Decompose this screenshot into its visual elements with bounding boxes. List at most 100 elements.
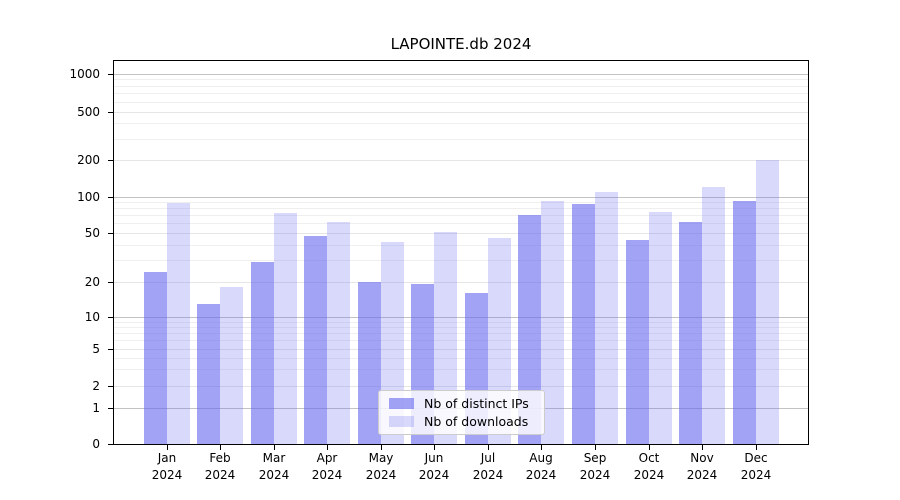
gridline-70 [114,215,808,216]
gridline-1000 [114,74,808,75]
gridline-400 [114,123,808,124]
x-tick-sep [595,445,596,450]
y-tick-1 [108,408,113,409]
bar-ips-feb [197,303,221,444]
y-tick-200 [108,160,113,161]
gridline-4 [114,358,808,359]
gridline-6 [114,340,808,341]
x-label-aug: Aug 2024 [525,451,557,482]
legend: Nb of distinct IPs Nb of downloads [378,390,545,435]
bar-downloads-feb [220,287,244,444]
gridline-800 [114,86,808,87]
gridline-7 [114,333,808,334]
y-label-50: 50 [84,226,100,240]
x-tick-may [381,445,382,450]
gridline-90 [114,202,808,203]
x-label-mar: Mar 2024 [258,451,290,482]
x-label-jan: Jan 2024 [151,451,183,482]
bar-ips-aug [518,215,542,444]
bar-downloads-jan [166,203,190,444]
bar-ips-apr [304,236,328,444]
gridline-200 [114,160,808,161]
gridline-900 [114,79,808,80]
y-label-0: 0 [92,437,100,451]
legend-label-downloads: Nb of downloads [424,414,529,429]
bar-ips-mar [250,261,274,444]
gridline-8 [114,327,808,328]
bar-downloads-nov [702,187,726,444]
bar-ips-sep [572,204,595,444]
x-tick-dec [756,445,757,450]
y-tick-0 [108,444,113,445]
x-tick-jun [434,445,435,450]
legend-label-distinct-ips: Nb of distinct IPs [424,396,529,411]
x-label-oct: Oct 2024 [633,451,665,482]
gridline-50 [114,233,808,234]
gridline-40 [114,245,808,246]
bar-ips-nov [679,222,703,444]
bar-ips-oct [625,239,649,444]
y-tick-10 [108,317,113,318]
y-tick-1000 [108,74,113,75]
x-label-feb: Feb 2024 [204,451,236,482]
bar-downloads-sep [595,191,618,444]
y-label-20: 20 [84,275,100,289]
x-label-may: May 2024 [365,451,397,482]
bar-ips-jan [143,272,167,444]
bar-downloads-mar [273,213,297,444]
x-tick-oct [649,445,650,450]
bar-downloads-apr [327,221,351,444]
x-tick-feb [220,445,221,450]
y-tick-5 [108,349,113,350]
bar-downloads-aug [541,200,565,444]
gridline-30 [114,260,808,261]
x-label-jul: Jul 2024 [472,451,504,482]
gridline-5 [114,349,808,350]
y-label-1000: 1000 [69,67,100,81]
gridline-2 [114,386,808,387]
legend-swatch-distinct-ips [389,398,414,409]
gridline-9 [114,322,808,323]
y-label-1: 1 [92,401,100,415]
bar-ips-dec [732,201,756,444]
y-tick-500 [108,112,113,113]
y-label-500: 500 [77,105,100,119]
bar-downloads-oct [648,211,672,444]
y-tick-100 [108,197,113,198]
x-label-jun: Jun 2024 [418,451,450,482]
gridline-500 [114,112,808,113]
x-label-sep: Sep 2024 [579,451,611,482]
x-tick-jan [167,445,168,450]
chart-title: LAPOINTE.db 2024 [390,35,532,53]
y-tick-20 [108,282,113,283]
bar-ips-may [357,281,381,444]
x-tick-nov [702,445,703,450]
y-tick-2 [108,386,113,387]
y-tick-50 [108,233,113,234]
y-label-100: 100 [77,190,100,204]
gridline-300 [114,139,808,140]
x-label-dec: Dec 2024 [740,451,772,482]
x-tick-apr [327,445,328,450]
gridline-100 [114,197,808,198]
gridline-80 [114,208,808,209]
x-tick-jul [488,445,489,450]
x-tick-mar [274,445,275,450]
x-label-nov: Nov 2024 [686,451,718,482]
legend-item-downloads: Nb of downloads [389,414,534,429]
gridline-60 [114,223,808,224]
y-label-10: 10 [84,310,100,324]
legend-swatch-downloads [389,416,414,427]
bar-downloads-dec [755,160,779,444]
gridline-600 [114,102,808,103]
y-label-2: 2 [92,379,100,393]
x-label-apr: Apr 2024 [311,451,343,482]
gridline-10 [114,317,808,318]
gridline-3 [114,369,808,370]
gridline-20 [114,282,808,283]
legend-item-distinct-ips: Nb of distinct IPs [389,396,534,411]
x-tick-aug [541,445,542,450]
y-label-5: 5 [92,342,100,356]
gridline-700 [114,93,808,94]
